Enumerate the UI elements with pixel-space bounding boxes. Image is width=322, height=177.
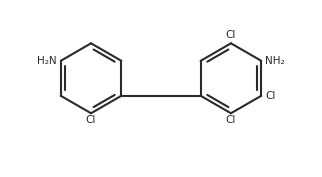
Text: Cl: Cl [86,115,96,125]
Text: Cl: Cl [226,30,236,40]
Text: H₂N: H₂N [37,56,57,66]
Text: NH₂: NH₂ [265,56,285,66]
Text: Cl: Cl [226,115,236,125]
Text: Cl: Cl [265,91,276,101]
